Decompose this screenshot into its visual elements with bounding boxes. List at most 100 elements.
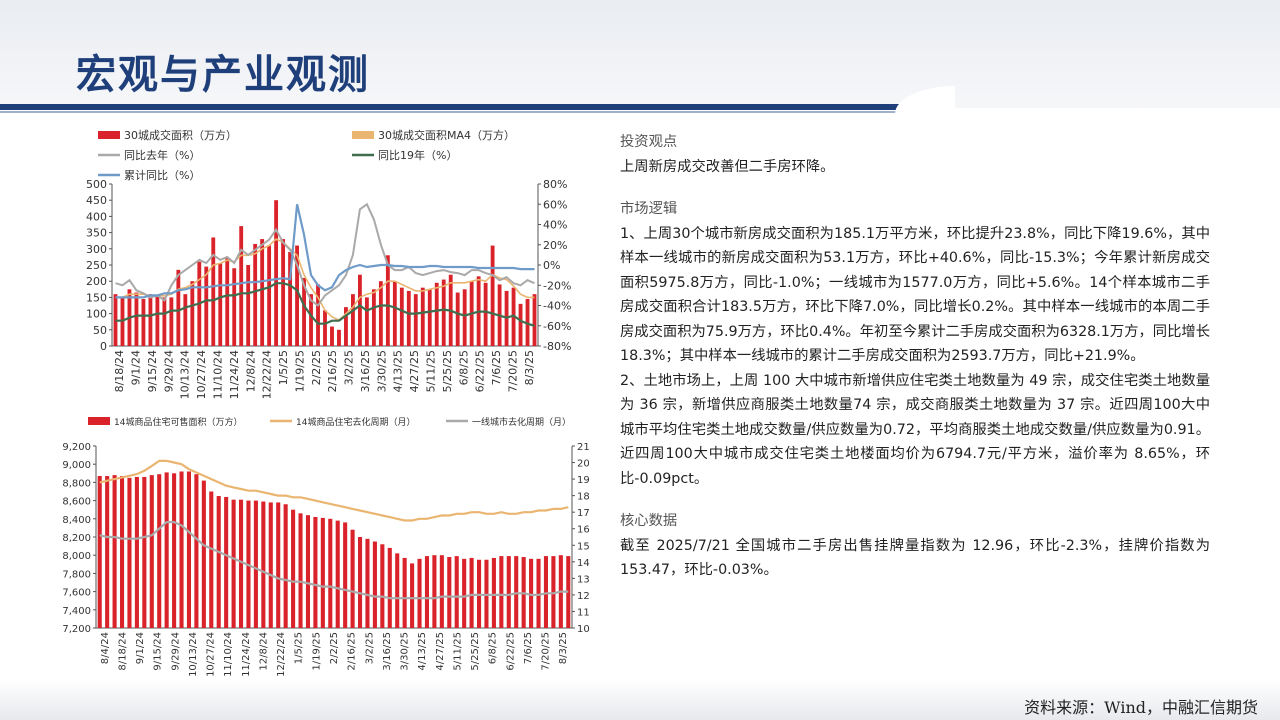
bar: [499, 556, 504, 628]
legend-label: 30城成交面积MA4（万方）: [378, 128, 515, 142]
left-tick-label: 7,200: [62, 624, 91, 635]
x-tick-label: 11/10/24: [223, 632, 234, 677]
right-tick-label: -80%: [543, 340, 571, 353]
bar: [483, 282, 488, 346]
left-tick-label: 9,000: [62, 460, 91, 471]
legend-label: 同比19年（%）: [378, 148, 457, 162]
bar: [186, 471, 192, 628]
bar: [218, 263, 223, 346]
x-tick-label: 11/10/24: [212, 350, 225, 399]
bar: [320, 517, 325, 628]
core-heading: 核心数据: [620, 513, 678, 529]
bar: [281, 239, 286, 346]
bar: [380, 544, 385, 628]
bar: [406, 290, 411, 346]
bar: [112, 475, 117, 628]
bar: [268, 502, 273, 628]
left-tick-label: 8,400: [62, 515, 91, 526]
bar: [454, 556, 459, 628]
x-tick-label: 6/22/25: [505, 632, 516, 671]
x-tick-label: 5/25/25: [470, 632, 481, 671]
x-tick-label: 2/16/25: [347, 632, 358, 671]
bar: [148, 294, 153, 346]
bar: [238, 499, 244, 628]
bar: [427, 289, 432, 346]
left-tick-label: 350: [86, 227, 107, 240]
bar: [410, 563, 415, 628]
left-tick-label: 8,000: [62, 551, 91, 562]
bar: [441, 279, 446, 346]
right-tick-label: 16: [577, 525, 590, 536]
right-tick-label: 17: [577, 508, 590, 519]
bar: [417, 558, 422, 628]
x-tick-label: 4/13/25: [392, 350, 405, 392]
header-stripe-thin: [0, 111, 930, 113]
left-tick-label: 8,600: [62, 497, 91, 508]
bar: [350, 529, 355, 628]
x-tick-label: 1/5/25: [294, 632, 305, 664]
left-tick-label: 150: [86, 291, 107, 304]
x-tick-label: 3/30/25: [375, 350, 388, 392]
bar: [305, 515, 311, 628]
bar: [224, 496, 229, 628]
bar: [267, 245, 272, 346]
bar: [246, 265, 251, 346]
bar: [518, 303, 523, 346]
bar: [402, 557, 407, 628]
right-tick-label: 80%: [543, 178, 567, 191]
bar: [291, 509, 296, 628]
bar: [134, 292, 139, 346]
series-line-1: [115, 238, 535, 322]
x-tick-label: 7/20/25: [506, 350, 519, 392]
chart-14-city-inventory: 14城商品住宅可售面积（万方） 14城商品住宅去化周期（月） 一线城市去化周期（月）…: [62, 416, 590, 677]
bar: [183, 294, 188, 346]
bar: [141, 299, 146, 346]
legend-label: 累计同比（%）: [124, 169, 200, 182]
core-text: 截至 2025/7/21 全国城市二手房出售挂牌量指数为 12.96，环比-2.…: [620, 537, 1210, 579]
right-tick-label: 10: [577, 624, 590, 635]
bar: [514, 556, 519, 628]
bar: [162, 297, 167, 346]
legend-label: 14城商品住宅可售面积（万方）: [114, 416, 242, 428]
x-tick-label: 11/24/24: [228, 350, 241, 399]
x-tick-label: 3/2/25: [343, 350, 356, 385]
bar: [385, 255, 390, 346]
right-tick-label: -40%: [543, 300, 571, 313]
logic-heading: 市场逻辑: [620, 201, 678, 217]
bar: [190, 281, 195, 346]
x-tick-label: 2/2/25: [329, 632, 340, 664]
left-tick-label: 8,800: [62, 478, 91, 489]
x-tick-label: 8/18/24: [113, 350, 126, 392]
bar: [288, 252, 293, 346]
bar: [462, 558, 467, 628]
x-tick-label: 9/29/24: [170, 632, 181, 671]
bar: [335, 520, 340, 628]
bar: [529, 558, 534, 628]
bar: [225, 258, 230, 346]
x-tick-label: 3/16/25: [382, 632, 393, 671]
x-tick-label: 10/13/24: [188, 632, 199, 677]
footer-background: [0, 680, 1280, 720]
bar: [365, 538, 370, 628]
bar: [201, 480, 206, 628]
bar: [420, 287, 425, 346]
x-tick-label: 12/8/24: [244, 350, 257, 392]
x-tick-label: 6/22/25: [474, 350, 487, 392]
bar: [194, 474, 199, 628]
right-tick-label: 40%: [543, 219, 567, 232]
bar: [295, 245, 299, 346]
right-tick-label: 21: [577, 442, 590, 453]
legend-swatch: [98, 131, 120, 139]
left-tick-label: 100: [86, 308, 107, 321]
right-tick-label: 20: [577, 459, 590, 470]
x-tick-label: 12/22/24: [261, 350, 274, 399]
bar: [432, 555, 437, 628]
left-tick-label: 7,600: [62, 588, 91, 599]
x-tick-label: 10/27/24: [195, 350, 208, 399]
bar: [392, 281, 397, 346]
bar: [164, 472, 169, 628]
header-stripe: [0, 104, 910, 110]
right-tick-label: 0%: [543, 259, 560, 272]
bar: [532, 294, 537, 346]
legend-swatch: [352, 131, 374, 139]
